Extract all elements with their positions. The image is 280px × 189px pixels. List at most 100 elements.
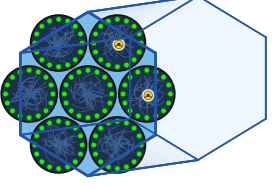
Circle shape bbox=[106, 164, 111, 170]
Circle shape bbox=[113, 38, 125, 51]
Circle shape bbox=[115, 17, 120, 22]
Circle shape bbox=[73, 57, 78, 62]
Polygon shape bbox=[20, 0, 198, 53]
Circle shape bbox=[115, 64, 120, 69]
Circle shape bbox=[168, 91, 173, 97]
Circle shape bbox=[93, 31, 98, 37]
Circle shape bbox=[166, 82, 171, 88]
Circle shape bbox=[10, 108, 15, 113]
Polygon shape bbox=[20, 37, 130, 135]
Circle shape bbox=[89, 117, 145, 173]
Circle shape bbox=[27, 68, 32, 73]
Circle shape bbox=[47, 164, 52, 170]
Circle shape bbox=[5, 82, 10, 88]
Circle shape bbox=[73, 125, 78, 131]
Circle shape bbox=[27, 115, 32, 120]
Polygon shape bbox=[81, 3, 151, 167]
Circle shape bbox=[137, 50, 142, 55]
Circle shape bbox=[153, 70, 158, 75]
Circle shape bbox=[76, 70, 81, 75]
Circle shape bbox=[98, 125, 103, 131]
Polygon shape bbox=[20, 12, 156, 176]
Polygon shape bbox=[75, 4, 146, 168]
Circle shape bbox=[124, 164, 129, 170]
Circle shape bbox=[3, 91, 8, 97]
Circle shape bbox=[138, 40, 144, 46]
Polygon shape bbox=[34, 10, 104, 174]
Circle shape bbox=[43, 108, 49, 113]
Polygon shape bbox=[92, 1, 162, 166]
Circle shape bbox=[124, 62, 129, 67]
Circle shape bbox=[76, 113, 81, 119]
Circle shape bbox=[34, 151, 39, 157]
Circle shape bbox=[107, 100, 113, 106]
Polygon shape bbox=[89, 2, 160, 166]
Circle shape bbox=[36, 70, 41, 75]
Circle shape bbox=[142, 89, 154, 101]
Circle shape bbox=[94, 113, 100, 119]
Circle shape bbox=[137, 31, 142, 37]
Circle shape bbox=[56, 64, 61, 69]
Circle shape bbox=[80, 142, 85, 148]
Polygon shape bbox=[128, 0, 198, 160]
Circle shape bbox=[89, 15, 145, 71]
Polygon shape bbox=[31, 10, 102, 174]
Circle shape bbox=[32, 142, 38, 148]
Circle shape bbox=[161, 75, 166, 80]
Circle shape bbox=[50, 91, 55, 97]
Circle shape bbox=[69, 108, 74, 113]
Circle shape bbox=[43, 75, 49, 80]
Polygon shape bbox=[43, 8, 113, 173]
Circle shape bbox=[102, 75, 108, 80]
Circle shape bbox=[132, 24, 137, 29]
Circle shape bbox=[73, 159, 78, 164]
Circle shape bbox=[34, 31, 39, 37]
Polygon shape bbox=[87, 2, 157, 166]
Circle shape bbox=[106, 19, 111, 24]
Circle shape bbox=[85, 68, 91, 73]
Circle shape bbox=[39, 57, 45, 62]
Circle shape bbox=[135, 113, 140, 119]
Polygon shape bbox=[23, 11, 94, 176]
Polygon shape bbox=[108, 0, 179, 163]
Circle shape bbox=[109, 91, 114, 97]
Circle shape bbox=[39, 24, 45, 29]
Circle shape bbox=[60, 66, 116, 122]
Circle shape bbox=[115, 40, 123, 49]
Circle shape bbox=[137, 133, 142, 139]
Circle shape bbox=[47, 19, 52, 24]
Circle shape bbox=[93, 133, 98, 139]
Polygon shape bbox=[100, 0, 171, 164]
Polygon shape bbox=[45, 8, 115, 172]
Polygon shape bbox=[53, 7, 124, 171]
Circle shape bbox=[106, 62, 111, 67]
Circle shape bbox=[64, 82, 69, 88]
Polygon shape bbox=[125, 0, 195, 161]
Polygon shape bbox=[114, 0, 184, 162]
Circle shape bbox=[98, 24, 103, 29]
Polygon shape bbox=[95, 1, 165, 165]
Circle shape bbox=[34, 133, 39, 139]
Circle shape bbox=[31, 15, 87, 71]
Polygon shape bbox=[20, 119, 198, 176]
Polygon shape bbox=[20, 12, 91, 176]
Circle shape bbox=[36, 113, 41, 119]
Polygon shape bbox=[84, 2, 154, 167]
Circle shape bbox=[34, 50, 39, 55]
Circle shape bbox=[127, 75, 133, 80]
Circle shape bbox=[56, 119, 61, 124]
Circle shape bbox=[56, 166, 61, 171]
Polygon shape bbox=[111, 0, 181, 163]
Polygon shape bbox=[48, 8, 118, 172]
Circle shape bbox=[17, 70, 23, 75]
Circle shape bbox=[135, 70, 140, 75]
Polygon shape bbox=[56, 6, 127, 171]
Circle shape bbox=[1, 66, 57, 122]
Circle shape bbox=[5, 100, 10, 106]
Circle shape bbox=[62, 91, 67, 97]
Circle shape bbox=[166, 100, 171, 106]
Circle shape bbox=[39, 125, 45, 131]
Polygon shape bbox=[29, 10, 99, 175]
Circle shape bbox=[124, 120, 129, 126]
Circle shape bbox=[138, 142, 144, 148]
